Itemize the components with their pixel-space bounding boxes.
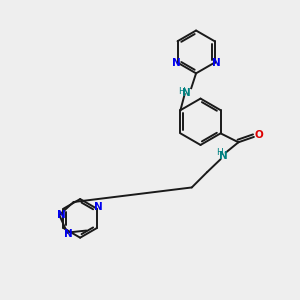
Text: N: N (212, 58, 220, 68)
Text: O: O (255, 130, 264, 140)
Text: N: N (219, 151, 228, 160)
Text: N: N (57, 210, 66, 220)
Text: N: N (94, 202, 103, 212)
Text: N: N (64, 229, 73, 239)
Text: N: N (172, 58, 180, 68)
Text: H: H (216, 148, 223, 157)
Text: N: N (182, 88, 190, 98)
Text: H: H (178, 87, 185, 96)
